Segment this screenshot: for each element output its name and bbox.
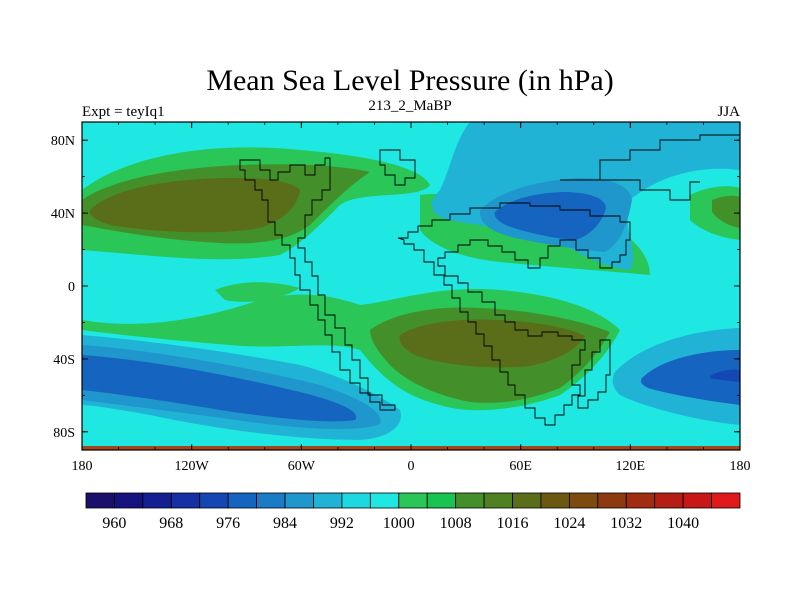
contour-1016-south-core — [399, 319, 585, 368]
colorbar-label: 1040 — [667, 515, 699, 532]
colorbar-swatch — [369, 492, 400, 509]
colorbar-swatch — [313, 492, 343, 509]
x-tick-label: 120W — [175, 459, 210, 474]
colorbar-label: 1000 — [383, 515, 415, 532]
colorbar-swatch — [284, 492, 314, 509]
colorbar-swatch — [227, 492, 258, 509]
y-tick-label: 80N — [51, 134, 75, 149]
pressure-map — [82, 122, 740, 450]
colorbar-label: 968 — [159, 515, 183, 532]
colorbar-swatch — [85, 492, 115, 509]
coastline-america — [239, 157, 396, 411]
chart-title: Mean Sea Level Pressure (in hPa) — [206, 64, 613, 97]
season-label: JJA — [717, 104, 740, 120]
colorbar-swatch — [199, 492, 229, 509]
colorbar-label: 1032 — [610, 515, 642, 532]
colorbar-label: 984 — [273, 515, 297, 532]
x-tick-label: 120E — [616, 459, 646, 474]
x-tick-label: 180 — [730, 459, 751, 474]
contour-988-northeast — [494, 192, 606, 240]
y-tick-label: 40S — [53, 353, 75, 368]
colorbar-swatch — [142, 492, 172, 509]
colorbar-swatch — [256, 492, 286, 509]
coastline-arctic — [560, 134, 740, 181]
colorbar-label: 1008 — [440, 515, 472, 532]
colorbar-swatch — [483, 492, 513, 509]
colorbar-swatch — [711, 492, 741, 509]
contour-1008-southwest — [215, 282, 300, 302]
colorbar-label: 1016 — [497, 515, 529, 532]
colorbar-label: 960 — [102, 515, 126, 532]
y-axis: 80N 40N 0 40S 80S — [51, 134, 740, 441]
colorbar-swatch — [540, 492, 570, 509]
contour-1012-small-se — [503, 367, 535, 382]
colorbar-swatch — [170, 492, 201, 509]
colorbar-label: 992 — [330, 515, 354, 532]
coastline-east-asia — [600, 179, 700, 201]
x-tick-label: 60E — [509, 459, 532, 474]
coastline-africa-eurasia — [397, 202, 631, 426]
contour-988-southeast — [640, 350, 740, 405]
x-tick-label: 180 — [72, 459, 93, 474]
colorbar-swatch — [341, 492, 371, 509]
coastline-australia — [577, 339, 611, 409]
contour-1016-north-core — [89, 177, 300, 233]
colorbar-swatch — [654, 492, 684, 509]
contour-988-southwest — [82, 355, 357, 422]
colorbar-label: 1024 — [553, 515, 585, 532]
contour-1012-east-edge — [712, 195, 740, 228]
colorbar-swatch — [512, 492, 542, 509]
contour-980-southeast — [710, 369, 740, 382]
colorbar-swatch — [455, 492, 485, 509]
period-label: 213_2_MaBP — [368, 98, 451, 114]
x-tick-label: 60W — [288, 459, 316, 474]
colorbar-swatch — [114, 492, 144, 509]
colorbar-swatch — [625, 492, 656, 509]
colorbar-swatch — [426, 492, 457, 509]
coastline-greenland — [379, 149, 416, 186]
y-tick-label: 40N — [51, 207, 75, 222]
y-tick-label: 80S — [53, 426, 75, 441]
x-axis: 180 120W 60W 0 60E 120E 180 — [72, 122, 751, 474]
experiment-label: Expt = teyIq1 — [82, 104, 165, 120]
colorbar-label: 976 — [216, 515, 240, 532]
colorbar-swatch — [568, 492, 599, 509]
colorbar-swatch — [398, 492, 428, 509]
x-tick-label: 0 — [408, 459, 415, 474]
y-tick-label: 0 — [68, 280, 75, 295]
colorbar-swatch — [597, 492, 627, 509]
colorbar: 960 968 976 984 992 1000 1008 1016 1024 1032 1040 — [85, 492, 741, 532]
colorbar-swatch — [682, 492, 712, 509]
